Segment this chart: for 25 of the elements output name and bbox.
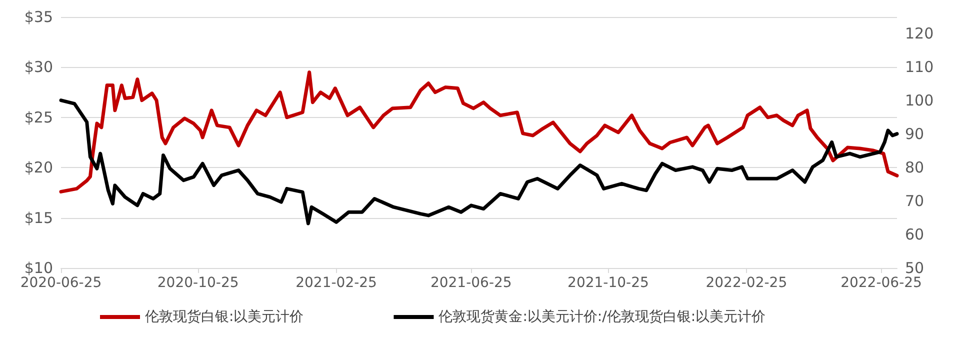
line-series xyxy=(59,70,899,194)
y2-tick-label: 100 xyxy=(905,92,934,110)
legend-label: 伦敦现货黄金:以美元计价:/伦敦现货白银:以美元计价 xyxy=(438,309,766,325)
y-tick-label: $30 xyxy=(24,58,53,76)
y-tick-label: $35 xyxy=(24,8,53,26)
y2-tick-label: 80 xyxy=(905,158,924,177)
x-tick-label: 2020-06-25 xyxy=(20,275,102,291)
y2-tick-label: 60 xyxy=(905,226,924,244)
y-tick-label: $10 xyxy=(24,259,53,277)
x-tick-label: 2020-10-25 xyxy=(157,275,239,291)
y2-tick-label: 110 xyxy=(905,58,934,76)
legend-label: 伦敦现货白银:以美元计价 xyxy=(145,309,304,325)
x-tick-label: 2022-02-25 xyxy=(706,275,788,291)
y2-tick-label: 90 xyxy=(905,125,924,144)
x-tick-label: 2021-06-25 xyxy=(430,275,512,291)
y-tick-label: $15 xyxy=(24,208,53,227)
y-tick-label: $25 xyxy=(24,108,53,126)
x-tick-label: 2021-02-25 xyxy=(296,275,377,291)
line-series xyxy=(59,98,899,226)
y2-tick-label: 120 xyxy=(905,24,934,43)
y2-tick-label: 70 xyxy=(905,192,924,210)
y-tick-label: $20 xyxy=(24,158,53,177)
x-tick-label: 2022-06-25 xyxy=(840,275,922,291)
x-tick-label: 2021-10-25 xyxy=(568,275,649,291)
y2-tick-label: 50 xyxy=(905,259,924,277)
